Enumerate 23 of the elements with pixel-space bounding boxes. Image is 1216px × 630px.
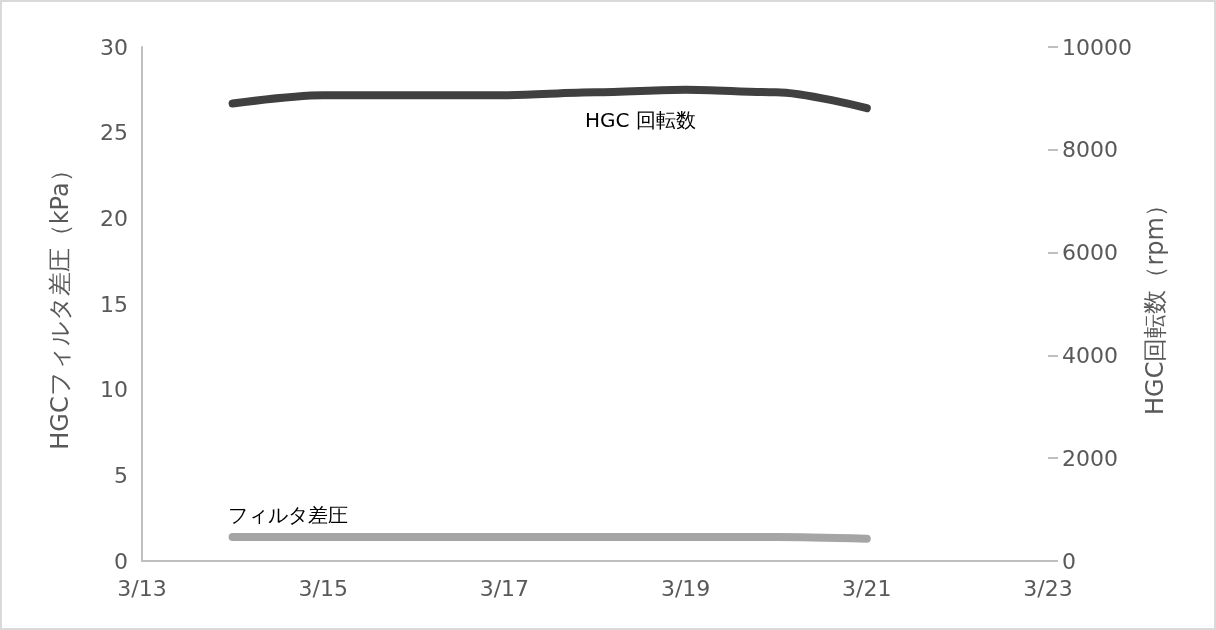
series-label: フィルタ差圧 [227,503,348,528]
x-tick-label: 3/13 [117,575,167,601]
y-tick-label: 20 [100,205,128,231]
y2-tick-label: 2000 [1062,445,1118,471]
y-tick-label: 10 [100,377,128,403]
series-label: HGC 回転数 [585,108,696,133]
x-tick-label: 3/19 [660,575,711,601]
y2-tick-label: 4000 [1062,342,1118,368]
x-tick-label: 3/21 [842,575,892,601]
y2-tick-label: 10000 [1062,34,1132,60]
y-tick-label: 30 [100,34,128,60]
y-tick-label: 0 [114,548,128,574]
x-tick-label: 3/23 [1023,575,1073,601]
y-tick-label: 25 [100,120,128,146]
y-tick-label: 5 [114,462,128,488]
y2-tick-label: 6000 [1062,240,1118,266]
y2-tick-label: 0 [1062,548,1076,574]
y2-tick-label: 8000 [1062,137,1118,163]
y-axis-title: HGCフィルタ差圧（kPa） [46,158,74,450]
x-tick-label: 3/17 [479,575,530,601]
y2-axis-title: HGC回転数（rpm） [1141,193,1169,415]
y-tick-label: 15 [100,291,128,317]
x-tick-label: 3/15 [298,575,348,601]
